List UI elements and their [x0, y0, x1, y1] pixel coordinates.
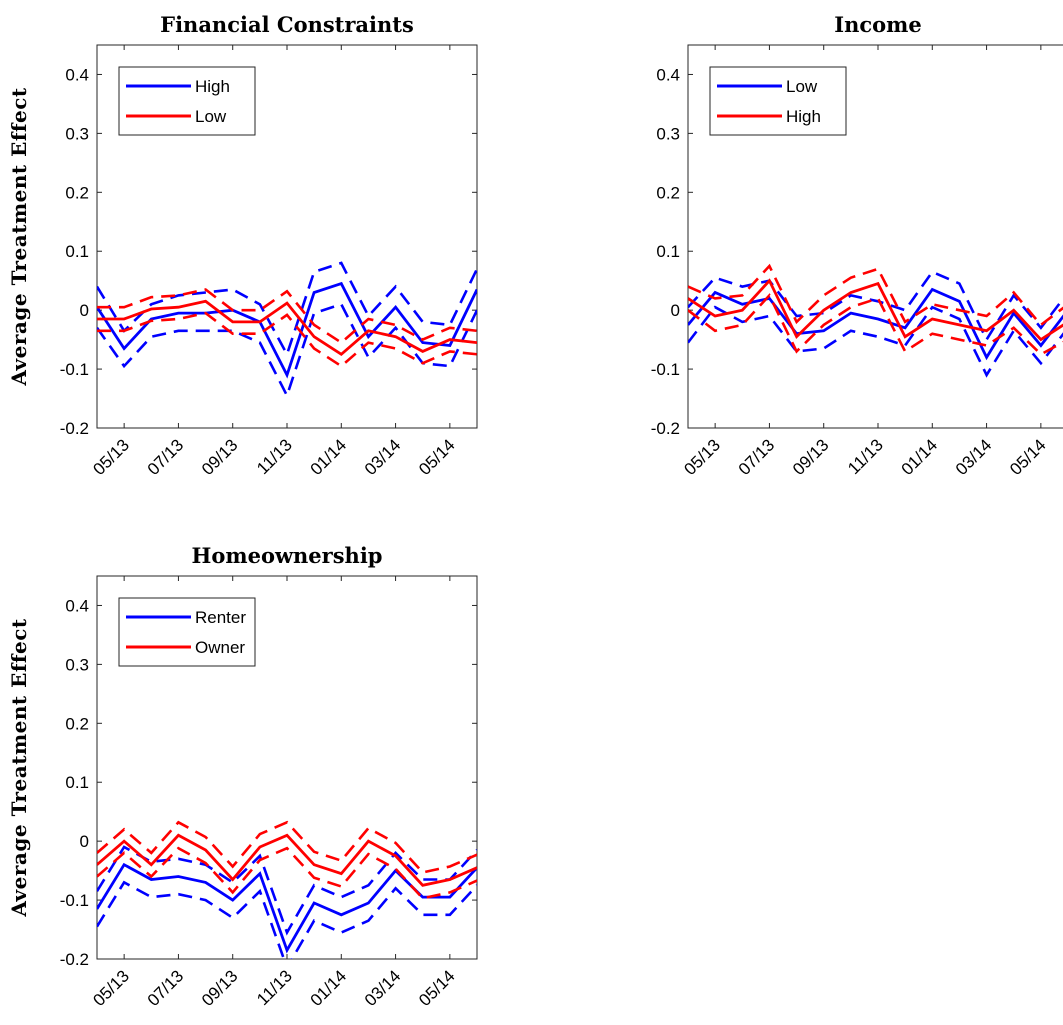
y-tick-label: 0.2	[656, 183, 680, 202]
series-high-lower-ci	[688, 293, 1063, 356]
panel-0: -0.2 -0.1 0 0.1 0.2 0.3 0.4 05/13 07/13 09/13 11/1…	[7, 12, 478, 479]
series-owner-line	[97, 833, 477, 887]
y-tick-label: 0.3	[656, 124, 680, 143]
legend-box	[118, 597, 256, 667]
plot-area	[97, 261, 477, 399]
y-tick-label: 0.2	[65, 183, 89, 202]
series-low-upper-ci	[688, 270, 1063, 343]
series-low-line	[97, 299, 477, 357]
plot-area	[688, 263, 1063, 378]
x-tick-label: 07/13	[144, 966, 188, 1010]
x-tick-label: 11/13	[253, 966, 296, 1009]
legend-label-low: Low	[786, 77, 818, 96]
legend-label-renter: Renter	[195, 608, 246, 627]
legend: High Low	[118, 66, 256, 136]
y-tick-label: 0	[80, 301, 89, 320]
panel-2: -0.2 -0.1 0 0.1 0.2 0.3 0.4 05/13 07/13 09/13 11/1…	[7, 543, 478, 1010]
y-tick-label: 0	[671, 301, 680, 320]
legend-label-owner: Owner	[195, 638, 245, 657]
x-tick-label: 09/13	[198, 435, 242, 479]
x-tick-label: 05/13	[680, 435, 724, 479]
x-tick-label: 05/14	[1006, 435, 1050, 479]
chart-title: Homeownership	[192, 543, 383, 568]
y-tick-label: 0.3	[65, 124, 89, 143]
x-tick-label: 03/14	[361, 966, 405, 1010]
series-owner-upper-ci	[97, 820, 477, 874]
y-tick-label: -0.1	[60, 891, 89, 910]
series-high-lower-ci	[97, 302, 477, 399]
series-low-upper-ci	[97, 288, 477, 345]
x-tick-label: 05/13	[89, 966, 133, 1010]
y-tick-label: 0.2	[65, 714, 89, 733]
y-tick-label: -0.2	[60, 419, 89, 438]
chart-title: Financial Constraints	[160, 12, 414, 37]
series-owner-lower-ci	[97, 846, 477, 900]
chart-title: Income	[834, 12, 921, 37]
x-tick-label: 05/14	[415, 966, 459, 1010]
x-tick-label: 07/13	[735, 435, 779, 479]
y-tick-label: 0	[80, 832, 89, 851]
y-tick-label: 0.3	[65, 655, 89, 674]
legend: Low High	[709, 66, 847, 136]
series-high-upper-ci	[688, 263, 1063, 327]
x-tick-label: 01/14	[307, 435, 351, 479]
series-renter-upper-ci	[97, 845, 477, 936]
x-tick-label: 05/13	[89, 435, 133, 479]
panel-1: -0.2 -0.1 0 0.1 0.2 0.3 0.4 05/13 07/13 09/13 11/1…	[651, 12, 1063, 479]
y-tick-label: 0.4	[65, 65, 89, 84]
series-high-upper-ci	[97, 261, 477, 358]
x-tick-label: 03/14	[952, 435, 996, 479]
legend-box	[118, 66, 256, 136]
series-renter-line	[97, 862, 477, 954]
y-tick-label: 0.1	[65, 773, 89, 792]
y-tick-label: -0.1	[60, 360, 89, 379]
series-high-line	[97, 281, 477, 379]
x-tick-label: 11/13	[253, 435, 296, 478]
x-tick-label: 01/14	[307, 966, 351, 1010]
legend-label-low: Low	[195, 107, 227, 126]
series-renter-lower-ci	[97, 880, 477, 959]
legend: Renter Owner	[118, 597, 256, 667]
series-high-line	[688, 278, 1063, 342]
legend-box	[709, 66, 847, 136]
legend-label-high: High	[195, 77, 230, 96]
y-tick-label: 0.1	[65, 242, 89, 261]
series-low-lower-ci	[97, 311, 477, 368]
x-tick-label: 07/13	[144, 435, 188, 479]
y-tick-label: -0.2	[651, 419, 680, 438]
x-tick-label: 01/14	[898, 435, 942, 479]
x-tick-label: 05/14	[415, 435, 459, 479]
y-tick-label: 0.1	[656, 242, 680, 261]
y-tick-label: -0.1	[651, 360, 680, 379]
x-tick-label: 09/13	[198, 966, 242, 1010]
y-tick-label: -0.2	[60, 950, 89, 969]
x-tick-label: 09/13	[789, 435, 833, 479]
x-tick-label: 03/14	[361, 435, 405, 479]
y-axis-label: Average Treatment Effect	[7, 87, 31, 387]
y-axis-label: Average Treatment Effect	[7, 618, 31, 918]
plot-area	[97, 820, 477, 959]
legend-label-high: High	[786, 107, 821, 126]
y-tick-label: 0.4	[65, 596, 89, 615]
y-tick-label: 0.4	[656, 65, 680, 84]
x-tick-label: 11/13	[844, 435, 887, 478]
